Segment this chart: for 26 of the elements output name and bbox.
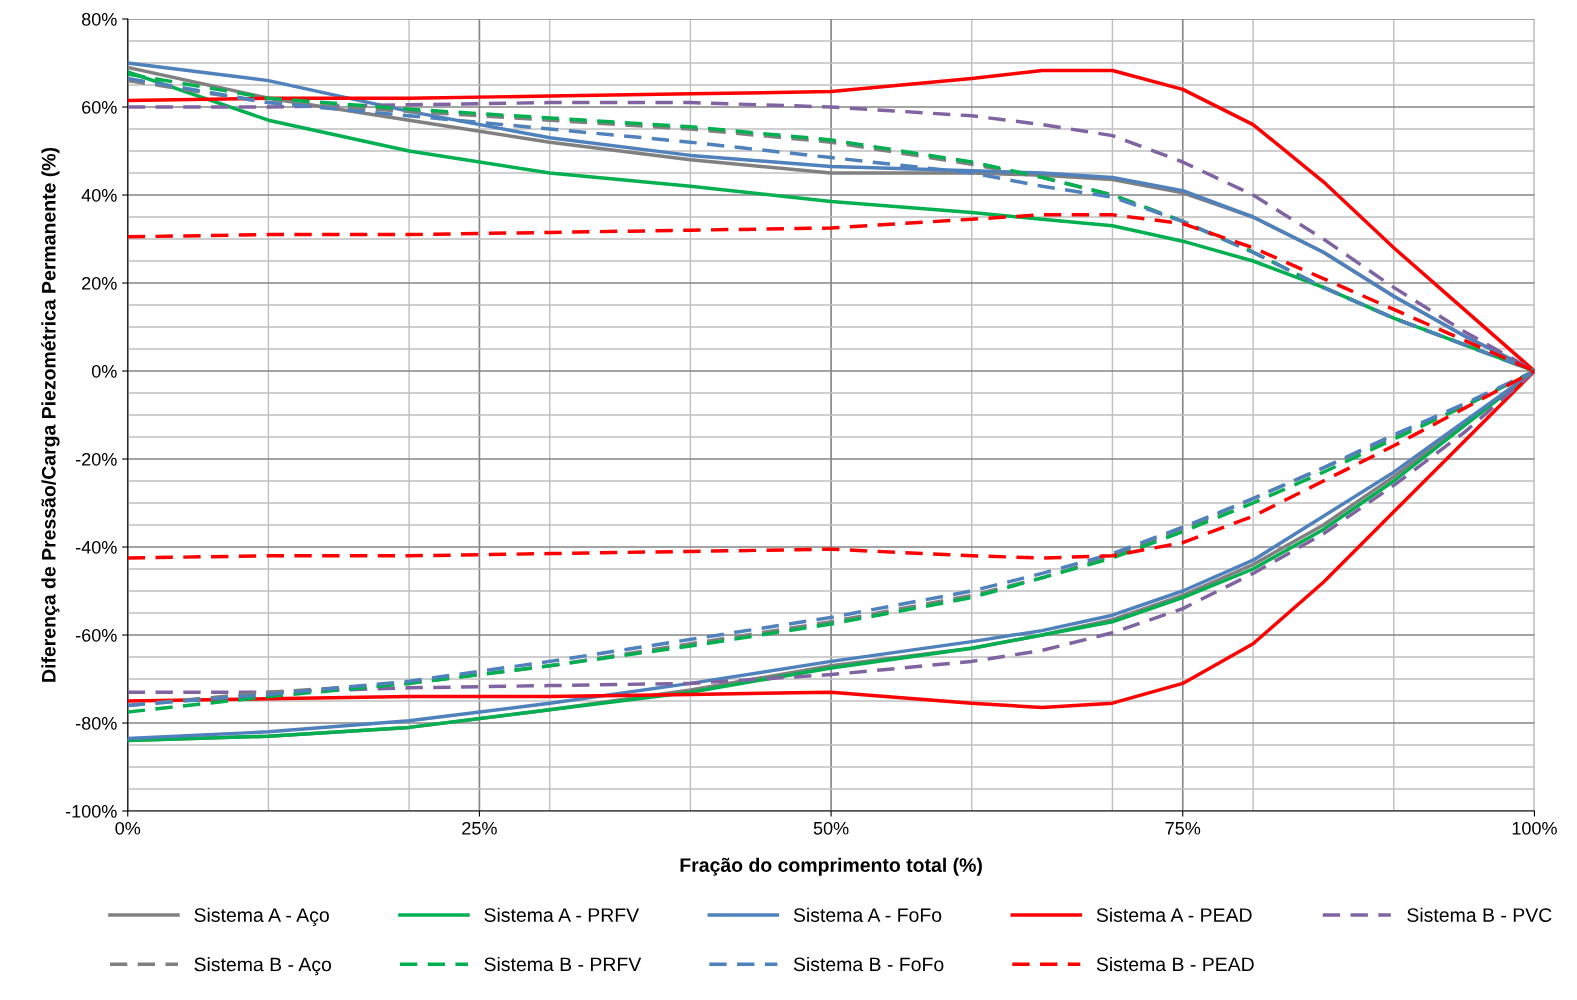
legend-label: Sistema A - Aço	[194, 907, 329, 926]
y-axis-title: Diferença de Pressão/Carga Piezométrica Permanente (%)	[41, 147, 60, 682]
legend-label: Sistema B - Aço	[194, 957, 332, 976]
y-tick-label: -20%	[75, 452, 117, 466]
y-tick-label: 0%	[91, 364, 117, 378]
y-tick-label: -60%	[75, 628, 117, 642]
legend-label: Sistema A - PEAD	[1096, 907, 1252, 922]
y-tick-label: -40%	[75, 540, 117, 554]
x-tick-label: 50%	[813, 821, 849, 835]
x-axis-title: Fração do comprimento total (%)	[680, 857, 982, 876]
y-tick-label: 60%	[82, 100, 117, 114]
y-tick-label: -80%	[75, 716, 117, 730]
y-tick-label: 80%	[81, 12, 117, 26]
x-tick-label: 25%	[462, 821, 497, 835]
legend-label: Sistema A - FoFo	[793, 907, 942, 922]
x-tick-label: 0%	[115, 821, 141, 835]
x-tick-label: 75%	[1165, 821, 1201, 835]
legend-label: Sistema B - PVC	[1407, 907, 1552, 922]
legend-label: Sistema A - PRFV	[484, 907, 640, 922]
y-tick-label: -100%	[65, 804, 117, 818]
legend-label: Sistema B - PRFV	[484, 956, 642, 972]
y-tick-label: 20%	[82, 276, 117, 290]
x-tick-label: 100%	[1512, 821, 1557, 835]
legend-label: Sistema B - PEAD	[1096, 956, 1254, 972]
legend-label: Sistema B - FoFo	[793, 956, 944, 972]
y-tick-label: 40%	[81, 188, 117, 202]
